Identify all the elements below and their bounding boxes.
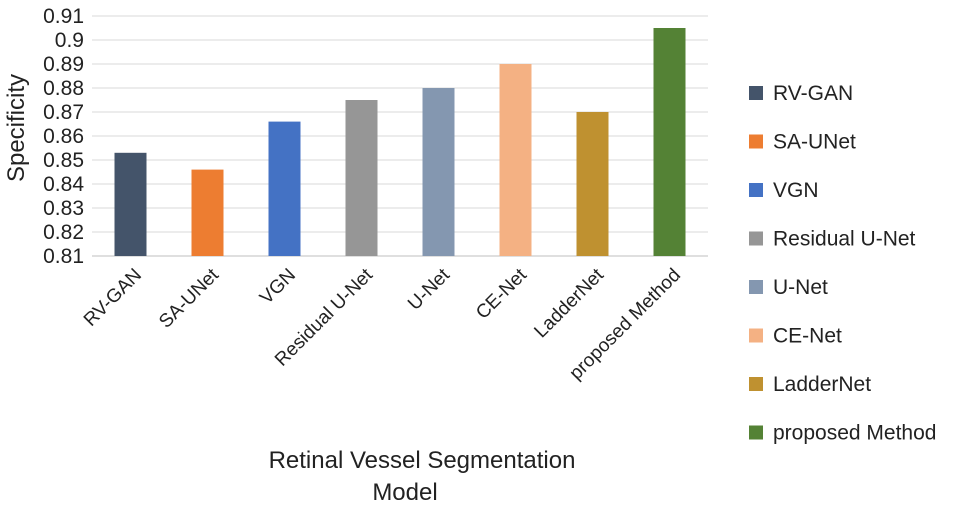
legend-swatch	[749, 280, 763, 294]
legend-label: LadderNet	[773, 373, 871, 396]
gridlines	[92, 15, 708, 257]
bar	[114, 152, 147, 256]
x-tick-label: LadderNet	[530, 264, 608, 342]
legend-swatch	[749, 328, 763, 343]
x-tick-label: RV-GAN	[80, 265, 146, 331]
x-tick-label: CE-Net	[472, 264, 531, 323]
bars	[114, 28, 686, 256]
bar	[653, 28, 686, 256]
legend-label: proposed Method	[773, 422, 936, 445]
y-tick-label: 0.87	[43, 101, 84, 124]
x-tick-label: VGN	[256, 265, 300, 309]
y-tick-label: 0.91	[43, 5, 84, 28]
legend-swatch	[749, 231, 763, 246]
y-tick-label: 0.88	[43, 77, 84, 100]
y-tick-label: 0.86	[43, 125, 84, 148]
legend-label: SA-UNet	[773, 131, 856, 154]
bar	[345, 100, 378, 256]
legend-swatch	[749, 134, 763, 149]
legend-swatch	[749, 425, 763, 440]
y-axis-ticks: 0.810.820.830.840.850.860.870.880.890.90…	[43, 5, 84, 268]
legend-swatch	[749, 86, 763, 100]
legend-label: VGN	[773, 179, 819, 202]
x-tick-label: SA-UNet	[155, 264, 223, 332]
legend-swatch	[749, 183, 763, 197]
bar	[499, 64, 532, 256]
bar	[576, 112, 609, 256]
bar	[191, 169, 224, 256]
bar	[422, 88, 455, 256]
y-tick-label: 0.9	[55, 29, 84, 52]
x-tick-label: U-Net	[404, 264, 454, 314]
x-axis-title-line-2: Model	[372, 479, 437, 506]
y-tick-label: 0.83	[43, 197, 84, 220]
bar	[268, 121, 301, 256]
y-tick-label: 0.82	[43, 221, 84, 244]
legend-label: CE-Net	[773, 325, 842, 348]
y-axis-title: Specificity	[3, 74, 30, 182]
y-tick-label: 0.89	[43, 53, 84, 76]
y-tick-label: 0.84	[43, 173, 84, 196]
legend-swatch	[749, 377, 763, 391]
legend-label: U-Net	[773, 276, 828, 299]
legend: RV-GAN SA-UNet VGN Residual U-Net U-Net CE-Ne…	[749, 82, 936, 445]
legend-label: RV-GAN	[773, 82, 853, 105]
x-axis-title-line-1: Retinal Vessel Segmentation	[269, 447, 576, 474]
legend-label: Residual U-Net	[773, 228, 916, 251]
y-tick-label: 0.81	[43, 245, 84, 268]
y-tick-label: 0.85	[43, 149, 84, 172]
